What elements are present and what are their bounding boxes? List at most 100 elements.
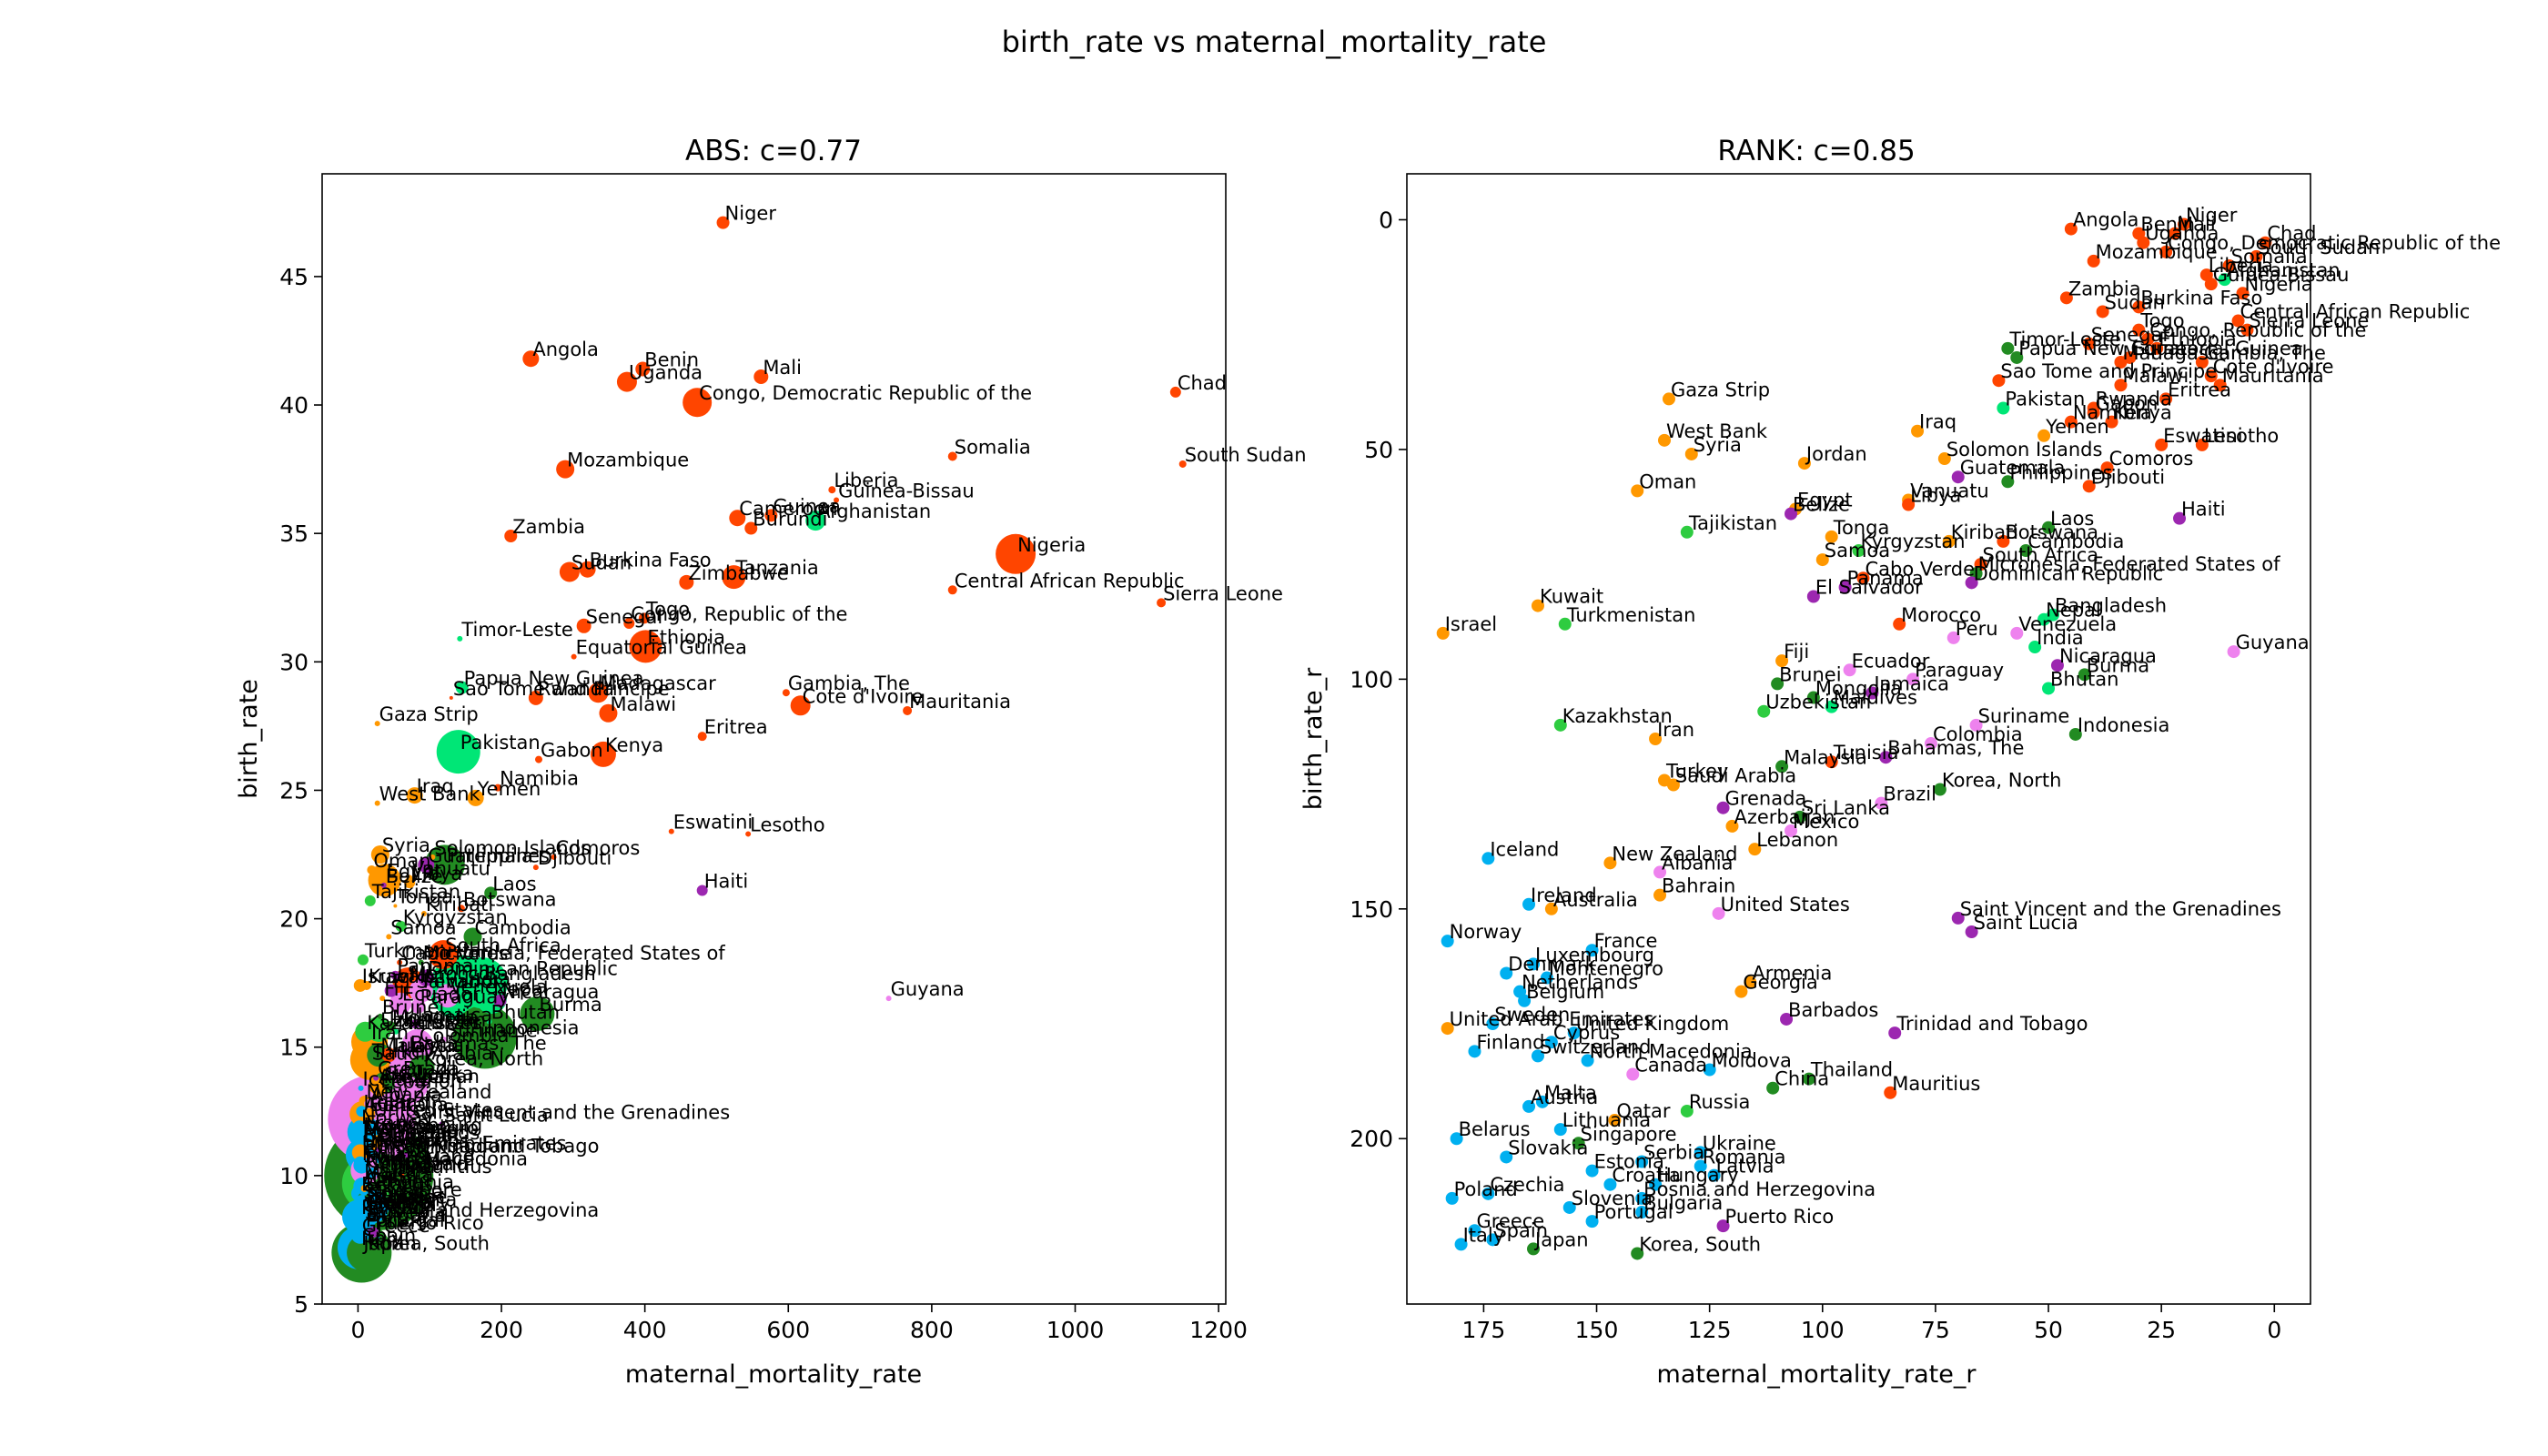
rank-point [1540,971,1553,985]
abs-point [380,882,387,888]
abs-point-label: Greece [362,1215,430,1237]
rank-point [1450,1132,1463,1146]
rank-axes-frame [1406,173,2311,1305]
abs-point [439,1121,445,1127]
abs-point-label: Egypt [387,860,442,882]
abs-point-label: Bahamas, The [410,1032,547,1054]
abs-point-label: Kiribati [426,894,493,915]
abs-panel-title: ABS: c=0.77 [685,135,862,167]
abs-point [682,388,713,418]
abs-point [455,681,469,694]
rank-point [1866,686,1879,700]
rank-point [1436,626,1450,640]
abs-point [467,789,484,806]
abs-point [722,565,746,590]
abs-point-label: Equatorial Guinea [576,637,747,659]
abs-point [368,1208,376,1216]
rank-point [1662,392,1675,406]
abs-point [409,1055,435,1081]
abs-point-label: Guatemala [428,844,533,866]
abs-point-label: Brunei [382,996,444,1018]
rank-point-label: Belize [1793,494,1850,516]
rank-x-tick-label: 50 [2034,1317,2063,1343]
abs-point [599,703,618,723]
abs-point-label: Georgia [378,1125,452,1147]
abs-point-label: Samoa [390,916,456,938]
abs-point [463,927,482,946]
rank-point [1771,677,1785,691]
rank-point-label: Saudi Arabia [1675,764,1796,786]
abs-point-label: Malta [364,1161,417,1183]
rank-point-label: Lithuania [1562,1109,1651,1131]
rank-point [2087,254,2100,268]
rank-point [2114,356,2128,369]
abs-point-label: New Zealand [366,1081,491,1103]
abs-point-label: Singapore [366,1178,462,1200]
rank-point [1585,1215,1599,1228]
abs-point [782,689,790,697]
abs-point-label: Colombia [420,1025,510,1046]
rank-point-label: Austria [1531,1087,1598,1108]
abs-point [828,486,836,494]
rank-point [1544,1036,1558,1049]
rank-x-tick-label: 100 [1801,1317,1845,1343]
rank-point-label: Korea, South [1639,1233,1761,1255]
abs-point [405,1049,411,1056]
rank-point-label: Kiribati [1951,521,2018,543]
abs-point-label: Kazakhstan [367,1012,477,1034]
abs-point [377,1013,383,1019]
abs-point [374,1147,380,1153]
rank-point [2159,392,2173,406]
abs-point-label: Guyana [891,978,965,1000]
abs-point-label: Papua New Guinea [464,668,644,690]
abs-point-label: Guinea [773,495,841,517]
rank-point-label: Ukraine [1703,1132,1776,1154]
abs-point [374,800,380,806]
rank-point-label: Congo, Republic of the [2149,319,2366,341]
rank-point [1649,733,1663,745]
rank-point [2082,480,2096,493]
rank-point-label: Panama [1847,567,1924,589]
rank-point-label: Belgium [1526,981,1604,1003]
abs-x-tick-label: 200 [480,1317,523,1343]
rank-point-label: Tonga [1833,517,1890,539]
rank-point-label: Saint Lucia [1974,912,2078,934]
rank-point [1825,530,1838,543]
rank-point [2087,406,2100,420]
abs-point-label: Madagascar [600,672,716,694]
rank-point-label: Philippines [2009,461,2112,483]
abs-point-label: Kuwait [369,966,432,987]
abs-point-label: Paraguay [420,986,510,1008]
abs-point-label: Luxembourg [363,1115,482,1137]
rank-point-label: Syria [1694,434,1742,456]
abs-point-label: Panama [397,956,473,977]
rank-point-label: Burkina Faso [2140,287,2262,308]
abs-point-label: Tonga [396,885,453,907]
abs-point-label: Malawi [610,693,676,715]
abs-point [535,755,543,763]
rank-point [1585,1164,1599,1178]
rank-point [2159,245,2173,258]
rank-point [1635,1155,1649,1168]
abs-point-label: Gambia, The [788,672,910,694]
rank-point [1997,401,2010,415]
rank-point [2137,236,2150,249]
rank-point-label: France [1594,930,1658,952]
rank-point [1888,1026,1902,1040]
abs-point-label: Finland [362,1143,430,1165]
abs-point [903,705,913,715]
abs-point-label: Estonia [366,1187,436,1208]
abs-point-label: Yemen [477,778,541,800]
rank-point [2155,438,2169,451]
rank-y-tick-label: 100 [1350,666,1393,693]
abs-point [532,864,539,871]
abs-point-label: Kyrgyzstan [403,906,508,928]
rank-x-tick-label: 0 [2267,1317,2281,1343]
rank-point-label: Madagascar [2122,342,2239,364]
rank-point [1902,498,1916,511]
rank-point-label: Uganda [2145,223,2219,245]
rank-point [1653,865,1667,879]
abs-point-label: Cote d'Ivoire [803,685,924,707]
rank-point-label: Uzbekistan [1765,692,1871,713]
rank-point [1707,1168,1721,1182]
